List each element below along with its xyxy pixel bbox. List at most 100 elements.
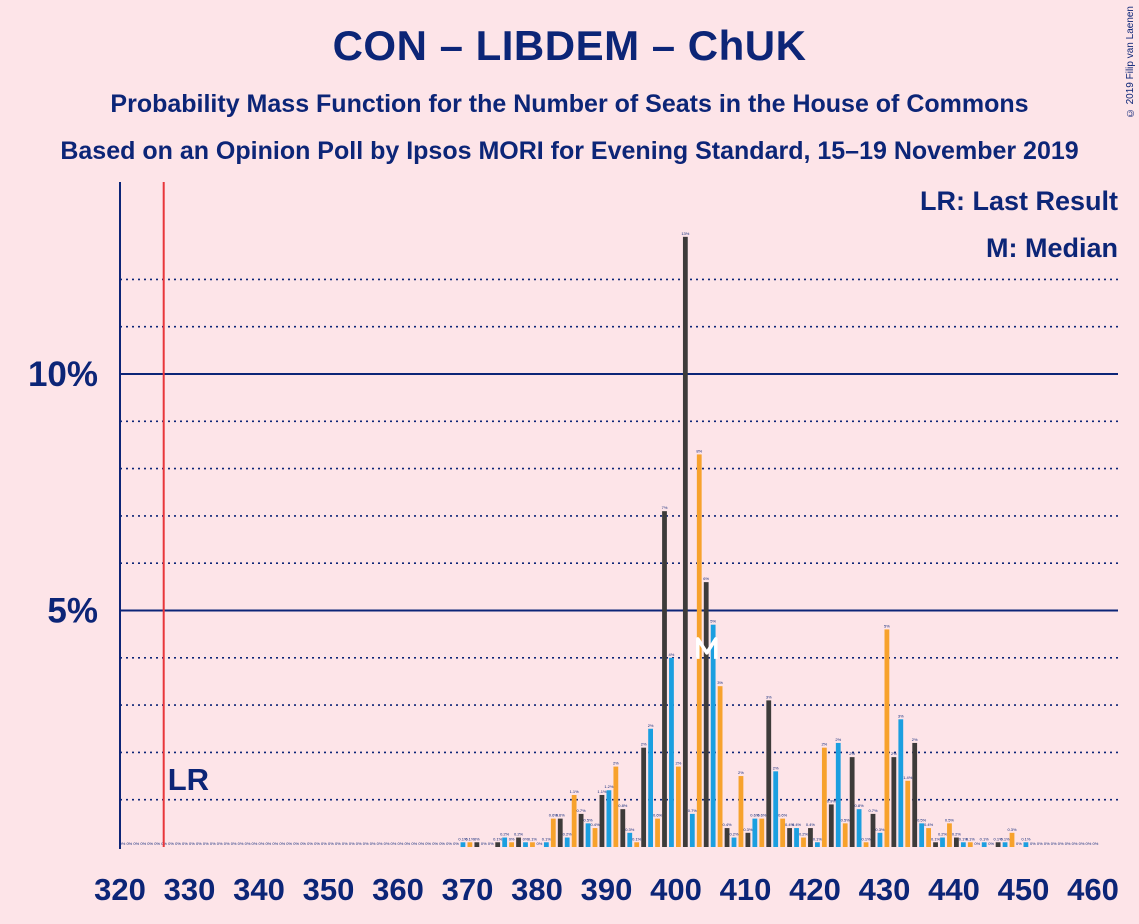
bar-value-label: 0.1% — [931, 836, 941, 841]
bar-value-label: 0% — [245, 841, 251, 846]
bar — [592, 828, 598, 847]
median-m-shape — [696, 637, 718, 659]
bar — [523, 842, 528, 847]
bar-value-label: 0% — [168, 841, 174, 846]
bar-value-label: 0.2% — [799, 832, 809, 837]
bar — [627, 832, 633, 847]
bar — [898, 719, 904, 847]
bar-value-label: 0.2% — [729, 832, 739, 837]
bar — [710, 624, 716, 847]
bar-value-label: 2% — [773, 765, 779, 770]
bar-value-label: 0.1% — [1000, 836, 1010, 841]
bar-value-label: 0% — [425, 841, 431, 846]
page-title: CON – LIBDEM – ChUK — [332, 22, 807, 69]
bar-value-label: 0% — [1086, 841, 1092, 846]
bar — [676, 766, 681, 847]
bars — [460, 236, 1029, 847]
bar-value-label: 0.1% — [994, 836, 1004, 841]
bar — [669, 657, 674, 847]
bar-value-label: 0.6% — [757, 813, 767, 818]
bar — [641, 747, 647, 847]
bar — [474, 842, 480, 847]
bar-value-label: 0% — [391, 841, 397, 846]
x-tick-label: 330 — [164, 872, 216, 907]
bar-value-label: 2% — [849, 751, 855, 756]
page-subtitle: Probability Mass Function for the Number… — [110, 90, 1029, 118]
bar-value-label: 0.3% — [743, 827, 753, 832]
bar — [995, 842, 1001, 847]
bar-value-label: 3% — [717, 680, 723, 685]
bar-value-label: 0% — [1072, 841, 1078, 846]
bar — [606, 790, 612, 847]
bar-value-label: 2% — [835, 737, 841, 742]
bar-value-label: 0.6% — [549, 813, 559, 818]
bar-value-label: 0% — [147, 841, 153, 846]
bar-value-label: 0% — [133, 841, 139, 846]
bar — [981, 842, 987, 847]
bar-value-label: 0.3% — [875, 827, 885, 832]
bar — [905, 780, 911, 847]
bar-value-label: 0% — [356, 841, 362, 846]
bar — [863, 842, 869, 847]
bar — [960, 842, 966, 847]
bar-value-label: 0% — [370, 841, 376, 846]
bar — [745, 832, 751, 847]
legend-last-result: LR: Last Result — [920, 186, 1118, 216]
bar-value-label: 0.5% — [841, 817, 851, 822]
bar-value-label: 5% — [710, 619, 716, 624]
bar-value-label: 0% — [404, 841, 410, 846]
bar-value-label: 1.1% — [597, 789, 607, 794]
bar-value-label: 0% — [349, 841, 355, 846]
bar-value-label: 0.1% — [465, 836, 475, 841]
bar-value-label: 0% — [203, 841, 209, 846]
bar — [849, 757, 855, 847]
bar-value-label: 0.4% — [792, 822, 802, 827]
bar-value-label: 0% — [363, 841, 369, 846]
bar-value-label: 0.2% — [500, 832, 510, 837]
y-tick-labels: 5% 10% — [28, 355, 98, 631]
bar-value-label: 0% — [217, 841, 223, 846]
bar-value-label: 0% — [231, 841, 237, 846]
bar-value-label: 0% — [481, 841, 487, 846]
bar-value-label: 7% — [662, 505, 668, 510]
bar-value-label: 0.1% — [813, 836, 823, 841]
bar-value-label: 0% — [126, 841, 132, 846]
bar-value-label: 2% — [648, 723, 654, 728]
bar — [516, 837, 521, 847]
bar — [780, 818, 786, 847]
bar-value-label: 0% — [154, 841, 160, 846]
x-tick-label: 450 — [998, 872, 1050, 907]
bar — [689, 813, 695, 847]
bar-value-label: 0% — [175, 841, 181, 846]
bar — [926, 828, 931, 847]
bar — [724, 828, 730, 847]
bar-value-label: 0.4% — [590, 822, 600, 827]
bar-value-label: 0.2% — [938, 832, 948, 837]
bar-value-label: 0.4% — [722, 822, 732, 827]
bar-value-label: 3% — [898, 713, 904, 718]
bar-value-label: 4% — [669, 652, 675, 657]
bar-value-label: 0% — [432, 841, 438, 846]
x-tick-label: 360 — [372, 872, 424, 907]
bar — [912, 742, 918, 847]
bar — [794, 828, 799, 847]
bar-value-label: 0% — [328, 841, 334, 846]
bar — [891, 757, 897, 847]
bar-value-label: 0.2% — [563, 832, 573, 837]
bar-value-label: 0% — [1051, 841, 1057, 846]
bar-value-label: 5% — [884, 623, 890, 628]
bar — [884, 629, 890, 847]
bar-value-label: 0% — [238, 841, 244, 846]
bar — [620, 809, 626, 847]
bar-value-label: 0% — [474, 836, 480, 841]
bar-value-label: 0.4% — [924, 822, 934, 827]
bar — [1023, 842, 1029, 847]
bar-value-label: 0.1% — [861, 836, 871, 841]
bar-value-label: 6% — [703, 576, 709, 581]
bar — [947, 823, 952, 847]
bar — [648, 728, 653, 847]
x-tick-label: 320 — [94, 872, 146, 907]
bar-value-label: 0% — [182, 841, 188, 846]
bar — [585, 823, 591, 847]
bar-value-label: 0.7% — [577, 808, 587, 813]
